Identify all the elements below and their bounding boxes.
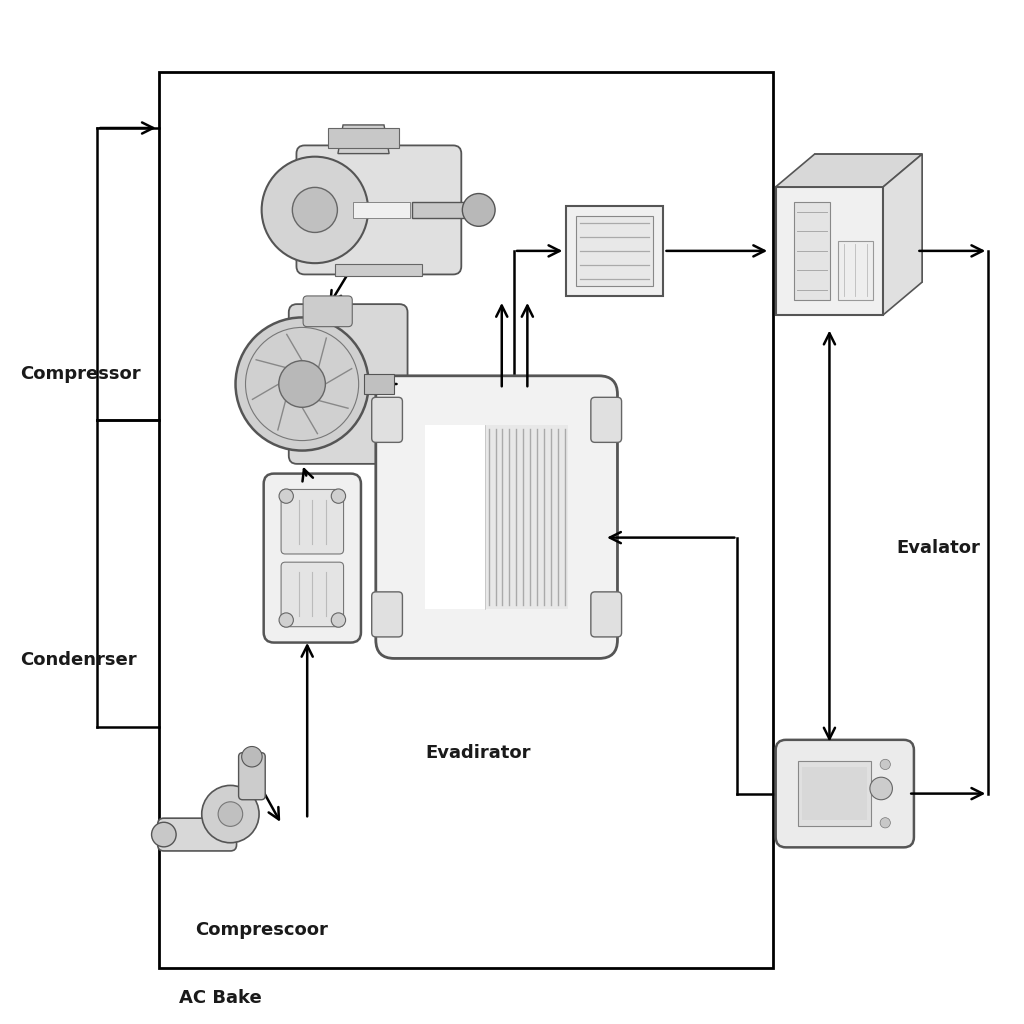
FancyBboxPatch shape: [776, 739, 913, 848]
Bar: [776, 186, 883, 315]
FancyBboxPatch shape: [289, 304, 408, 464]
Circle shape: [292, 187, 337, 232]
Circle shape: [236, 317, 369, 451]
Bar: [364, 374, 394, 394]
FancyBboxPatch shape: [239, 753, 265, 800]
Bar: [328, 128, 399, 148]
Circle shape: [242, 746, 262, 767]
Circle shape: [152, 822, 176, 847]
Bar: [803, 768, 867, 819]
Circle shape: [279, 612, 294, 627]
Text: Evadirator: Evadirator: [425, 743, 530, 762]
FancyBboxPatch shape: [158, 818, 237, 851]
Bar: [353, 202, 410, 218]
FancyBboxPatch shape: [376, 376, 617, 658]
Text: Condenrser: Condenrser: [20, 651, 137, 670]
FancyBboxPatch shape: [591, 397, 622, 442]
Bar: [815, 154, 923, 282]
Text: Comprescoor: Comprescoor: [195, 921, 328, 939]
Circle shape: [880, 760, 890, 770]
Text: AC Bake: AC Bake: [179, 989, 262, 1008]
FancyBboxPatch shape: [297, 145, 461, 274]
Polygon shape: [338, 125, 389, 154]
Circle shape: [331, 489, 345, 504]
Bar: [575, 216, 653, 286]
Bar: [425, 425, 485, 609]
Circle shape: [331, 612, 345, 627]
Circle shape: [261, 157, 368, 263]
Circle shape: [463, 194, 496, 226]
Bar: [799, 762, 871, 825]
Bar: [159, 72, 773, 968]
Bar: [412, 202, 479, 218]
Bar: [795, 203, 829, 299]
Circle shape: [880, 817, 890, 827]
Bar: [838, 242, 872, 299]
Text: Evalator: Evalator: [896, 539, 980, 557]
FancyBboxPatch shape: [281, 562, 343, 627]
Polygon shape: [776, 154, 923, 186]
Polygon shape: [883, 154, 923, 315]
FancyBboxPatch shape: [372, 397, 402, 442]
Circle shape: [202, 785, 259, 843]
FancyBboxPatch shape: [303, 296, 352, 327]
Bar: [565, 206, 664, 296]
FancyBboxPatch shape: [281, 489, 343, 554]
Bar: [335, 264, 422, 276]
Circle shape: [279, 489, 294, 504]
FancyBboxPatch shape: [264, 473, 361, 643]
Circle shape: [279, 360, 326, 408]
Text: Compressor: Compressor: [20, 365, 141, 383]
Circle shape: [869, 777, 892, 800]
Bar: [485, 425, 568, 609]
FancyBboxPatch shape: [591, 592, 622, 637]
Circle shape: [218, 802, 243, 826]
FancyBboxPatch shape: [372, 592, 402, 637]
